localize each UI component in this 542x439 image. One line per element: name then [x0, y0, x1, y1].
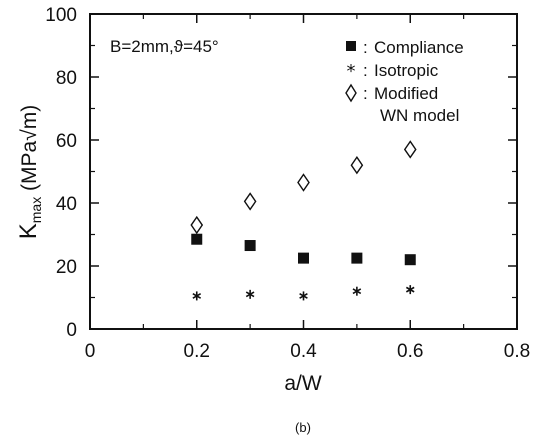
point-isotropic [245, 289, 255, 299]
point-isotropic [299, 291, 308, 301]
point-isotropic [192, 291, 202, 301]
point-modified [297, 173, 310, 192]
point-isotropic [405, 285, 415, 295]
y-tick-label: 60 [56, 131, 77, 152]
legend-separator-1: : [363, 38, 368, 57]
legend-label-modified: Modified [374, 84, 438, 103]
figure-caption: (b) [295, 420, 311, 435]
point-modified [403, 140, 417, 159]
point-modified [190, 215, 204, 235]
x-tick-label: 0 [85, 341, 96, 362]
legend-label-compliance: Compliance [374, 38, 464, 57]
point-compliance [191, 233, 203, 245]
y-tick-label: 80 [56, 68, 77, 89]
legend-label-isotropic: Isotropic [374, 61, 439, 80]
y-tick-label: 20 [56, 257, 77, 278]
point-compliance [244, 240, 256, 252]
x-tick-label: 0.6 [397, 341, 423, 362]
point-compliance [298, 252, 309, 264]
y-tick-label: 100 [45, 5, 77, 26]
y-axis-label-main: K [15, 223, 42, 239]
point-modified [243, 192, 257, 211]
point-compliance [351, 252, 363, 264]
y-axis-label: Kmax (MPa√m) [15, 105, 44, 240]
legend-label-modified-line2: WN model [380, 106, 459, 125]
point-compliance [404, 254, 416, 266]
y-tick-label: 0 [66, 320, 77, 341]
x-axis-label: a/W [284, 372, 322, 395]
condition-annotation: B=2mm,ϑ=45° [110, 37, 219, 56]
tick-labels: 0 0.2 0.4 0.6 0.8 0 20 40 60 80 100 [45, 5, 530, 362]
legend-marker-modified [345, 83, 357, 103]
legend-separator-2: : [363, 61, 368, 80]
legend: : Compliance * : Isotropic : Modified WN… [345, 38, 464, 125]
svg-text:Kmax (MPa√m): Kmax (MPa√m) [15, 105, 44, 240]
x-tick-label: 0.8 [504, 341, 530, 362]
x-tick-label: 0.2 [184, 341, 210, 362]
legend-marker-compliance [346, 41, 356, 51]
legend-separator-3: : [363, 84, 368, 103]
y-axis-label-sub: max [28, 197, 44, 223]
legend-marker-isotropic: * [347, 61, 356, 82]
plot-frame [89, 13, 518, 330]
data-points [190, 140, 417, 301]
point-isotropic [352, 286, 362, 296]
axis-ticks [89, 13, 518, 330]
y-axis-label-unit: (MPa√m) [18, 105, 41, 191]
y-tick-label: 40 [56, 194, 77, 215]
point-modified [350, 155, 364, 175]
x-tick-label: 0.4 [290, 341, 317, 362]
